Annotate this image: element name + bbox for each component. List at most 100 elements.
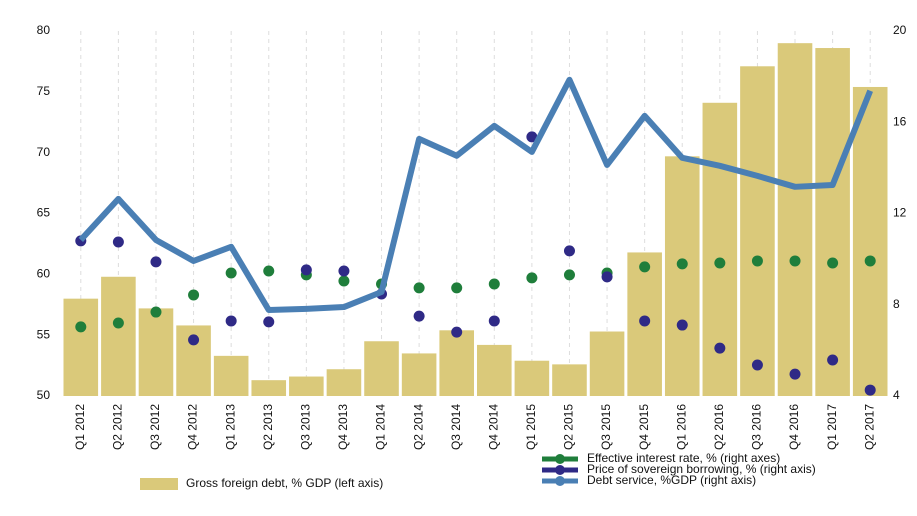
x-tick-label: Q4 2013 — [336, 404, 350, 450]
bar — [401, 353, 437, 396]
dot — [789, 255, 801, 267]
dot — [676, 319, 688, 331]
bar — [664, 156, 700, 396]
bar — [777, 43, 813, 397]
dot — [751, 255, 763, 267]
bar — [251, 380, 287, 396]
legend-swatch — [140, 478, 178, 490]
dot — [789, 368, 801, 380]
legend-swatch — [555, 476, 565, 486]
bar — [589, 331, 625, 396]
y2-tick-label: 12 — [893, 206, 907, 220]
line — [78, 76, 873, 313]
bar — [326, 369, 362, 396]
dot — [639, 315, 651, 327]
dot — [526, 131, 538, 143]
y-tick-label: 70 — [37, 145, 51, 159]
dot — [338, 265, 350, 277]
x-tick-label: Q1 2015 — [524, 404, 538, 450]
y2-tick-label: 4 — [893, 388, 900, 402]
dot — [188, 334, 200, 346]
legend-swatch — [555, 454, 565, 464]
dot — [714, 342, 726, 354]
dot — [714, 257, 726, 269]
x-tick-label: Q4 2012 — [186, 404, 200, 450]
dot — [150, 306, 162, 318]
x-tick-label: Q1 2012 — [73, 404, 87, 450]
dot — [150, 256, 162, 268]
dot — [639, 261, 651, 273]
dot — [864, 255, 876, 267]
x-tick-label: Q3 2016 — [750, 404, 764, 450]
dot — [488, 278, 500, 290]
y2-tick-label: 20 — [893, 23, 907, 37]
x-tick-label: Q3 2012 — [148, 404, 162, 450]
dot — [488, 315, 500, 327]
dot — [827, 257, 839, 269]
y-tick-label: 80 — [37, 23, 51, 37]
y-tick-label: 65 — [37, 206, 51, 220]
dot — [601, 271, 613, 283]
y-tick-label: 55 — [37, 327, 51, 341]
dot — [827, 354, 839, 366]
bar — [852, 86, 888, 396]
legend-label: Effective interest rate, % (right axes) — [587, 451, 780, 465]
bar — [552, 364, 587, 396]
x-tick-label: Q1 2014 — [374, 404, 388, 450]
x-tick-label: Q2 2016 — [712, 404, 726, 450]
x-tick-label: Q1 2016 — [674, 404, 688, 450]
dot — [112, 317, 124, 329]
dot — [188, 289, 200, 301]
dot — [300, 264, 312, 276]
legend-label: Debt service, %GDP (right axis) — [587, 473, 756, 487]
x-tick-label: Q4 2015 — [637, 404, 651, 450]
dot — [526, 272, 538, 284]
x-tick-label: Q1 2017 — [825, 404, 839, 450]
x-tick-label: Q2 2012 — [111, 404, 125, 450]
x-tick-label: Q4 2014 — [486, 404, 500, 450]
dot — [75, 321, 87, 333]
dot — [563, 245, 575, 257]
x-tick-label: Q3 2013 — [299, 404, 313, 450]
bar — [63, 298, 99, 396]
dot — [563, 269, 575, 281]
x-tick-label: Q3 2015 — [599, 404, 613, 450]
dot — [751, 359, 763, 371]
x-tick-label: Q4 2016 — [787, 404, 801, 450]
bar — [815, 48, 850, 397]
y-tick-label: 50 — [37, 388, 51, 402]
bar — [101, 276, 136, 396]
legend-label: Gross foreign debt, % GDP (left axis) — [186, 476, 383, 490]
bar — [740, 66, 775, 397]
bar — [289, 376, 324, 396]
dot — [338, 275, 350, 287]
legend-label: Price of sovereign borrowing, % (right a… — [587, 462, 816, 476]
bar — [213, 355, 249, 396]
dot — [413, 282, 425, 294]
dot — [413, 310, 425, 322]
x-tick-label: Q1 2013 — [223, 404, 237, 450]
y2-tick-label: 8 — [893, 297, 900, 311]
dot — [864, 384, 876, 396]
dot — [263, 316, 275, 328]
bar — [138, 308, 174, 396]
x-tick-label: Q2 2014 — [411, 404, 425, 450]
bar — [439, 330, 474, 396]
x-tick-label: Q3 2014 — [449, 404, 463, 450]
bar — [514, 360, 550, 396]
x-tick-label: Q2 2015 — [562, 404, 576, 450]
dot — [676, 258, 688, 270]
x-tick-label: Q2 2013 — [261, 404, 275, 450]
dot — [112, 236, 124, 248]
y-tick-label: 60 — [37, 267, 51, 281]
dot — [263, 265, 275, 277]
bar — [364, 341, 399, 396]
x-tick-label: Q2 2017 — [862, 404, 876, 450]
dot — [451, 326, 463, 338]
y-tick-label: 75 — [37, 84, 51, 98]
y2-tick-label: 16 — [893, 114, 907, 128]
dot — [451, 282, 463, 294]
bar — [477, 344, 512, 396]
